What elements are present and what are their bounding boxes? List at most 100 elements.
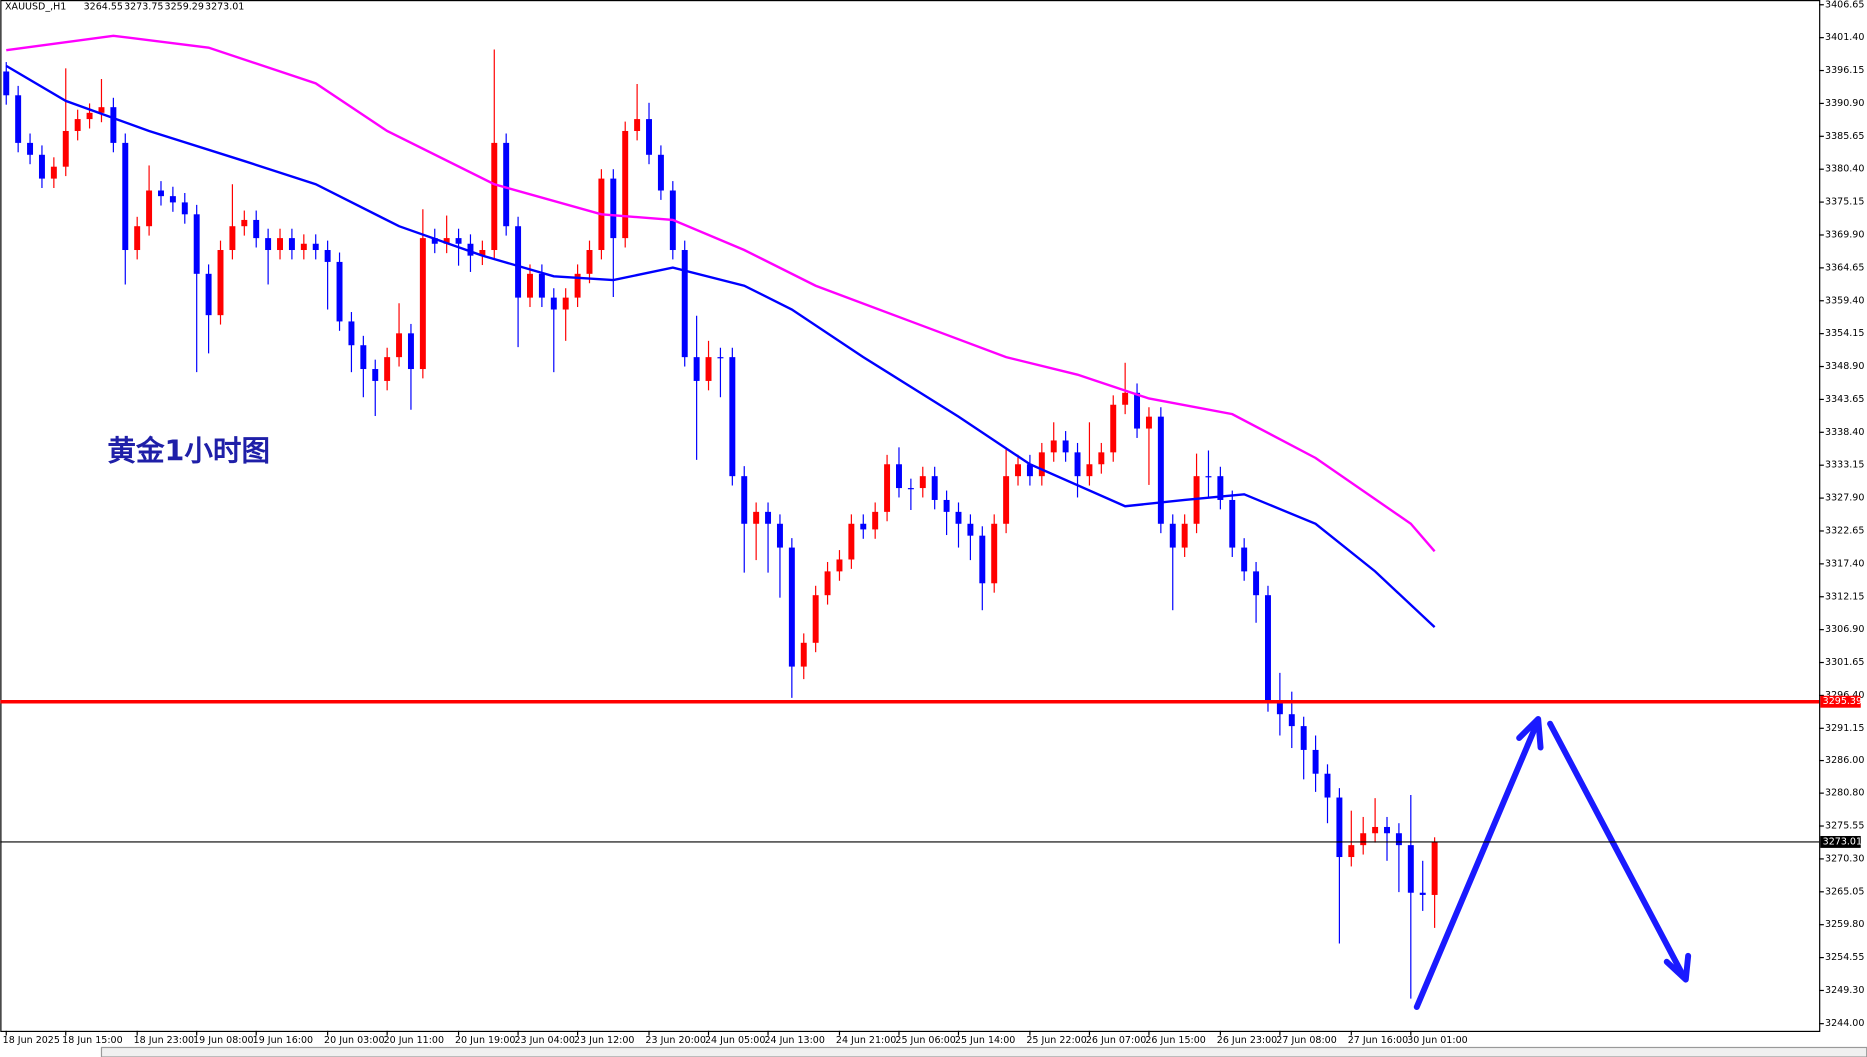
candle-body (1253, 571, 1260, 596)
y-tick-label: 3354.15 (1825, 328, 1864, 339)
x-tick-label: 24 Jun 05:00 (705, 1035, 765, 1046)
ohlc-high: 3273.75 (124, 2, 163, 13)
candle-body (646, 119, 652, 155)
y-tick-label: 3359.40 (1825, 295, 1864, 306)
candle-body (1229, 499, 1236, 548)
candle-body (1015, 464, 1021, 477)
candle-body (205, 273, 212, 316)
candle-body (872, 511, 879, 530)
candle-body (860, 523, 867, 530)
y-tick-label: 3364.65 (1825, 262, 1864, 273)
candle-body (586, 250, 593, 274)
y-tick-label: 3312.15 (1825, 591, 1864, 602)
y-tick-label: 3333.15 (1825, 460, 1864, 471)
candle-body (122, 142, 129, 251)
candle-body (1312, 749, 1319, 774)
candle-body (1288, 714, 1295, 727)
candle-body (193, 214, 200, 274)
candle-body (1395, 833, 1402, 846)
candle-body (1384, 826, 1390, 834)
y-tick-label: 3406.65 (1825, 0, 1864, 10)
candle-body (146, 190, 153, 227)
candle-body (74, 119, 81, 131)
candle-body (1181, 523, 1188, 548)
candle-body (1098, 452, 1105, 465)
candle-body (1122, 392, 1129, 405)
candle-body (1145, 416, 1152, 429)
candle-body (229, 226, 236, 251)
y-tick-label: 3396.15 (1825, 65, 1864, 76)
y-tick-label: 3270.30 (1825, 853, 1864, 864)
ohlc-open: 3264.55 (84, 2, 123, 13)
arrowhead (1516, 715, 1544, 751)
arrowhead (1663, 952, 1692, 983)
candle-body (931, 476, 938, 500)
price-level-label: 3273.01 (1823, 836, 1862, 847)
candle-body (610, 178, 617, 239)
x-tick-label: 24 Jun 13:00 (764, 1035, 824, 1046)
forecast-arrows (1413, 715, 1692, 1010)
candle-body (288, 238, 295, 251)
candle-body (1003, 476, 1010, 524)
candle-body (300, 243, 307, 251)
y-tick-label: 3244.00 (1825, 1018, 1864, 1029)
candle-body (896, 464, 902, 489)
x-tick-label: 23 Jun 04:00 (515, 1035, 575, 1046)
candle-body (574, 273, 581, 298)
moving-average (6, 34, 1436, 553)
candle-body (134, 226, 141, 251)
candle-body (467, 243, 474, 256)
scrollbar[interactable] (100, 1046, 1867, 1057)
candle-body (253, 219, 260, 239)
candle-body (741, 476, 748, 524)
x-tick-label: 23 Jun 20:00 (645, 1035, 705, 1046)
x-tick-label: 20 Jun 11:00 (384, 1035, 444, 1046)
candle-body (27, 142, 34, 155)
y-tick-label: 3390.90 (1825, 98, 1864, 109)
y-tick-label: 3322.65 (1825, 525, 1864, 536)
arrow-up (1413, 723, 1539, 1010)
y-tick-label: 3338.40 (1825, 427, 1864, 438)
candle-body (1241, 547, 1248, 572)
y-tick-label: 3401.40 (1825, 32, 1864, 43)
candle-body (729, 357, 736, 477)
candle-body (717, 357, 724, 359)
candle-body (360, 345, 367, 370)
candle-body (955, 511, 962, 524)
candle-body (788, 547, 795, 667)
x-tick-label: 18 Jun 15:00 (62, 1035, 122, 1046)
price-level-label: 3295.39 (1823, 696, 1862, 707)
candle-body (1348, 845, 1355, 858)
x-tick-label: 23 Jun 12:00 (574, 1035, 634, 1046)
y-tick-label: 3317.40 (1825, 558, 1864, 569)
candle-body (419, 238, 426, 370)
ohlc-close: 3273.01 (205, 2, 244, 13)
symbol: XAUUSD_,H1 (5, 2, 66, 13)
candle-body (907, 488, 914, 490)
candle-body (181, 202, 188, 215)
candle-body (1372, 826, 1379, 834)
candle-body (622, 130, 629, 239)
y-tick-label: 3343.65 (1825, 394, 1864, 405)
candle-body (967, 523, 974, 536)
arrow-down (1547, 720, 1687, 980)
x-tick-label: 19 Jun 16:00 (253, 1035, 313, 1046)
x-tick-label: 26 Jun 07:00 (1086, 1035, 1146, 1046)
x-tick-label: 27 Jun 08:00 (1276, 1035, 1336, 1046)
candle-body (1217, 476, 1224, 500)
candle-body (348, 321, 355, 346)
candle-body (396, 333, 403, 358)
candle-body (158, 190, 164, 197)
candle-body (681, 250, 688, 358)
candle-body (169, 196, 176, 203)
x-tick-label: 24 Jun 21:00 (836, 1035, 896, 1046)
candle-body (753, 511, 760, 524)
candle-body (562, 297, 569, 310)
candle-body (776, 523, 783, 548)
candle-body (919, 476, 926, 489)
annotation: 黄金1小时图 (107, 433, 270, 467)
ohlc-low: 3259.29 (165, 2, 204, 13)
